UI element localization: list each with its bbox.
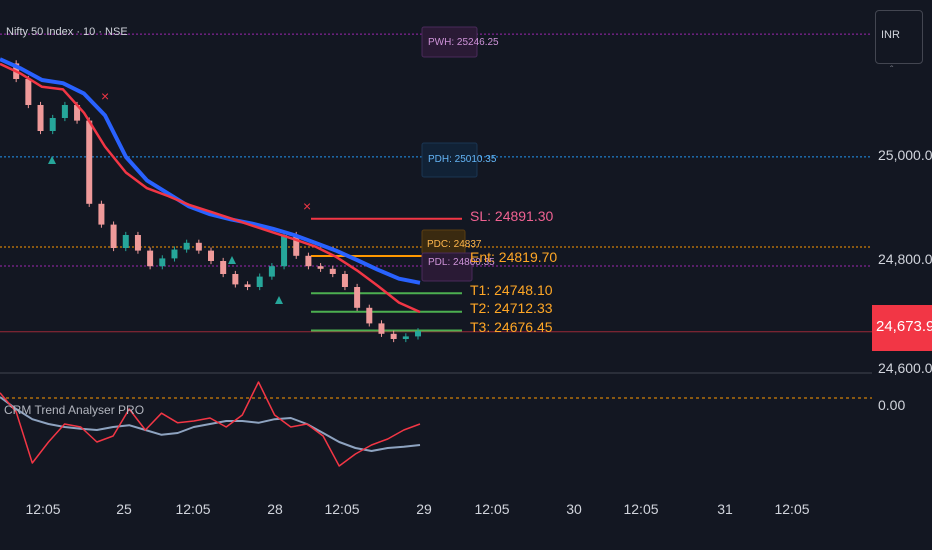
candle (378, 323, 385, 334)
candle (37, 105, 44, 131)
time-axis-label: 12:05 (175, 501, 211, 517)
candle (86, 120, 93, 204)
entry-label: Ent: 24819.70 (470, 249, 557, 265)
oscillator-zero-label: 0.00 (878, 397, 906, 413)
time-axis-label: 28 (267, 501, 283, 517)
candle (195, 242, 202, 251)
stop-loss-label: SL: 24891.30 (470, 208, 554, 224)
candle (61, 105, 68, 118)
price-axis-label: 24,800.00 (878, 251, 932, 267)
price-axis-label: 25,000.00 (878, 147, 932, 163)
pdh-label-box (421, 142, 478, 178)
time-axis-label: 29 (416, 501, 432, 517)
candle (147, 250, 154, 267)
candle (220, 261, 227, 274)
pdl-label-box (421, 252, 473, 282)
candle (49, 118, 56, 131)
sell-signal-icon: × (303, 198, 311, 214)
candle (256, 276, 263, 287)
candle (317, 266, 324, 269)
candle (390, 333, 397, 339)
price-axis-label: 24,600.00 (878, 360, 932, 376)
currency-label: INR (881, 29, 900, 41)
sell-signal-icon: × (101, 88, 109, 104)
candle (110, 224, 117, 248)
candle (244, 284, 251, 287)
time-axis-label: 12:05 (324, 501, 360, 517)
pwh-label: PWH: 25246.25 (428, 37, 499, 48)
candle (281, 235, 288, 267)
oscillator-line (0, 381, 421, 467)
pdc-label: PDC: 24837 (427, 239, 482, 250)
pdl-label: PDL: 24800.35 (428, 257, 495, 268)
candle (25, 79, 32, 105)
candle (268, 266, 275, 277)
time-axis-label: 12:05 (474, 501, 510, 517)
candle (134, 235, 141, 251)
candle (122, 235, 129, 248)
candle (159, 258, 166, 267)
buy-signal-icon (228, 256, 236, 264)
candle (208, 250, 214, 261)
time-axis-label: 25 (116, 501, 132, 517)
candle (329, 268, 336, 274)
pdh-label: PDH: 25010.35 (428, 154, 497, 165)
candle (171, 249, 178, 259)
candle (232, 274, 239, 285)
indicator-title: CRM Trend Analyser PRO (4, 403, 145, 417)
time-axis-label: 12:05 (25, 501, 61, 517)
target-3-label: T3: 24676.45 (470, 319, 553, 335)
buy-signal-icon (48, 156, 56, 164)
fast-ma-line (0, 62, 421, 314)
target-1-label: T1: 24748.10 (470, 282, 553, 298)
candle (183, 242, 190, 250)
current-price-label: 24,673.95 (876, 318, 932, 335)
time-axis-label: 12:05 (774, 501, 810, 517)
buy-signal-icon (275, 296, 283, 304)
time-axis-label: 31 (717, 501, 733, 517)
target-2-label: T2: 24712.33 (470, 300, 553, 316)
candle (98, 203, 105, 225)
oscillator-signal-line (0, 396, 421, 452)
candle (341, 274, 348, 287)
candle (415, 331, 421, 337)
slow-ma-line (0, 57, 421, 285)
chevron-down-icon: ˆ (890, 65, 894, 76)
candle (354, 287, 361, 308)
candle (305, 255, 312, 267)
candle (402, 336, 409, 339)
candle (293, 235, 300, 256)
pwh-label-box (421, 26, 478, 58)
time-axis-label: 30 (566, 501, 582, 517)
time-axis-label: 12:05 (623, 501, 659, 517)
current-price-badge: 24,673.95 (872, 305, 932, 351)
candle (74, 105, 81, 121)
candle (366, 307, 373, 324)
currency-button[interactable]: INR ˆ (875, 10, 923, 76)
symbol-title: Nifty 50 Index · 10 · NSE (6, 26, 128, 38)
